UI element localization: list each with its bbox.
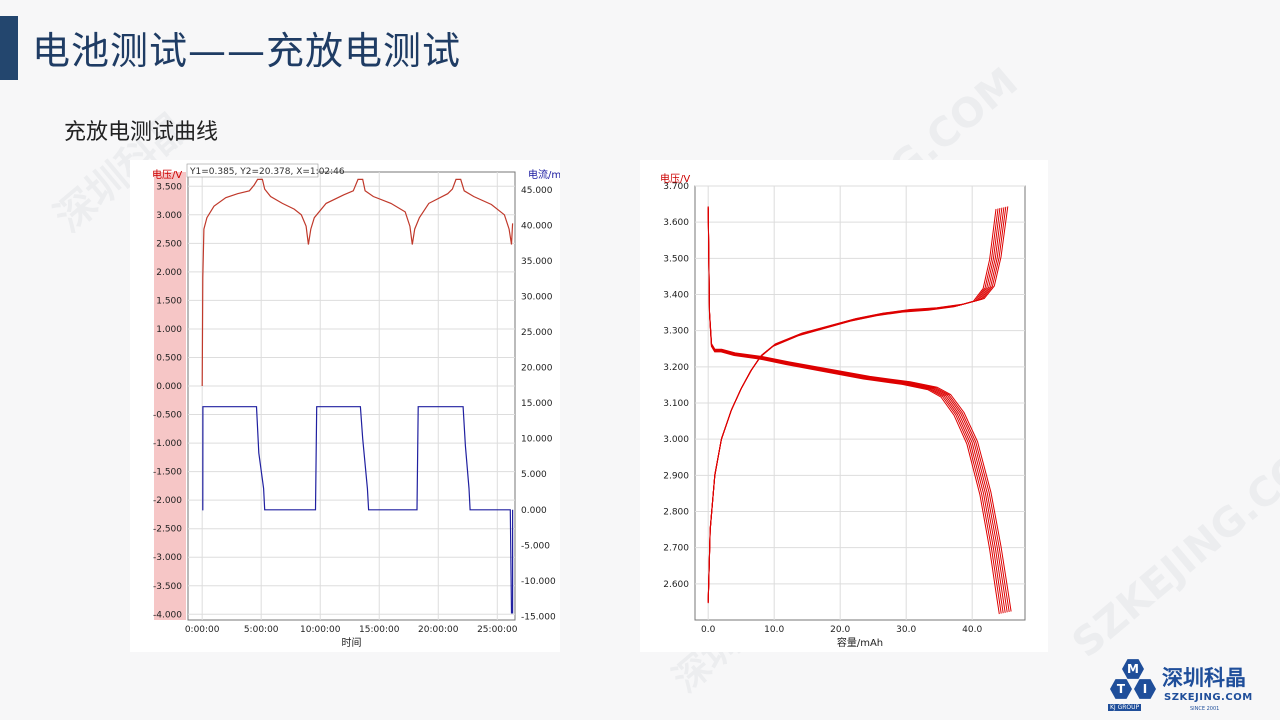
y-tick-label: 3.500 <box>663 254 689 264</box>
y-left-tick-label: 3.500 <box>156 182 182 192</box>
y-right-tick-label: 0.000 <box>521 506 547 516</box>
y-left-tick-label: 0.000 <box>156 382 182 392</box>
y-right-tick-label: -5.000 <box>521 541 550 551</box>
y-tick-label: 3.300 <box>663 327 689 337</box>
y-left-tick-label: 2.500 <box>156 239 182 249</box>
discharge-curve <box>707 206 1012 612</box>
logo-hex-i: I <box>1134 679 1156 699</box>
y-tick-label: 3.200 <box>663 363 689 373</box>
x-tick-label: 10.0 <box>764 625 784 635</box>
y-left-tick-label: -2.000 <box>153 496 182 506</box>
x-tick-label: 30.0 <box>896 625 916 635</box>
logo-since: SINCE 2001 <box>1190 706 1220 712</box>
x-tick-label: 10:00:00 <box>300 625 341 635</box>
y-left-tick-label: 2.000 <box>156 268 182 278</box>
y-tick-label: 3.600 <box>663 218 689 228</box>
y-right-tick-label: 40.000 <box>521 221 553 231</box>
y-tick-label: 3.400 <box>663 291 689 301</box>
x-tick-label: 15:00:00 <box>359 625 400 635</box>
y-left-axis-label: 电压/V <box>152 168 182 181</box>
y-left-tick-label: 3.000 <box>156 211 182 221</box>
y-tick-label: 2.900 <box>663 471 689 481</box>
y-left-tick-label: -2.500 <box>153 525 182 535</box>
y-left-tick-label: -0.500 <box>153 411 182 421</box>
y-left-tick-label: 0.500 <box>156 353 182 363</box>
cursor-readout-box <box>186 163 319 178</box>
y-tick-label: 2.600 <box>663 580 689 590</box>
title-accent-bar <box>0 16 18 80</box>
cursor-readout: Y1=0.385, Y2=20.378, X=1:02:46 <box>189 167 345 177</box>
y-axis-label: 电压/V <box>660 172 690 185</box>
y-left-tick-label: 1.500 <box>156 296 182 306</box>
y-left-tick-label: -1.000 <box>153 439 182 449</box>
y-right-tick-label: 20.000 <box>521 364 553 374</box>
y-tick-label: 3.000 <box>663 435 689 445</box>
y-right-axis-label: 电流/mA <box>528 168 560 181</box>
logo-cn-name: 深圳科晶 <box>1162 666 1246 690</box>
y-right-tick-label: 25.000 <box>521 328 553 338</box>
x-tick-label: 40.0 <box>962 625 982 635</box>
logo-hex-t: T <box>1110 679 1132 699</box>
slide-title: 电池测试——充放电测试 <box>32 29 462 73</box>
y-right-tick-label: -10.000 <box>521 577 556 587</box>
voltage-capacity-chart: 3.700 3.600 3.500 3.400 3.300 3.200 3.100 3.000… <box>640 160 1048 652</box>
slide-subtitle: 充放电测试曲线 <box>64 120 219 145</box>
logo-group-label: KJ GROUP <box>1108 704 1142 711</box>
plot-area <box>187 171 516 621</box>
x-tick-label: 5:00:00 <box>244 625 279 635</box>
y-right-tick-label: 35.000 <box>521 257 553 267</box>
left-axis-band <box>154 172 186 620</box>
voltage-curve <box>201 178 514 387</box>
charge-discharge-time-chart: 3.500 3.000 2.500 2.000 1.500 1.000 0.500 0.000… <box>130 160 568 652</box>
x-tick-label: 0.0 <box>701 625 716 635</box>
y-tick-label: 2.800 <box>663 508 689 518</box>
company-logo: M T I KJ GROUP 深圳科晶 SZKEJING.COM SINCE 2… <box>1108 656 1268 716</box>
y-left-tick-label: -4.000 <box>153 610 182 620</box>
charge-curve <box>707 206 1009 601</box>
x-tick-label: 0:00:00 <box>185 625 220 635</box>
capacity-chart-svg: 3.700 3.600 3.500 3.400 3.300 3.200 3.100 3.000… <box>660 172 1026 649</box>
x-tick-label: 20:00:00 <box>418 625 459 635</box>
y-right-tick-label: 5.000 <box>521 470 547 480</box>
y-left-tick-label: -1.500 <box>153 468 182 478</box>
x-tick-label: 25:00:00 <box>477 625 518 635</box>
x-axis-label: 容量/mAh <box>837 636 883 649</box>
current-curve <box>202 406 514 614</box>
x-tick-label: 20.0 <box>830 625 850 635</box>
y-tick-label: 2.700 <box>663 544 689 554</box>
y-tick-label: 3.700 <box>663 182 689 192</box>
watermark: SZKEJING.COM <box>1063 419 1280 667</box>
y-left-tick-label: -3.500 <box>153 582 182 592</box>
x-axis-label: 时间 <box>342 636 362 649</box>
y-tick-label: 3.100 <box>663 399 689 409</box>
y-left-tick-label: -3.000 <box>153 553 182 563</box>
time-chart-svg: 3.500 3.000 2.500 2.000 1.500 1.000 0.500 0.000… <box>152 163 568 649</box>
y-right-tick-label: 15.000 <box>521 399 553 409</box>
y-right-tick-label: 45.000 <box>521 186 553 196</box>
y-right-tick-label: -15.000 <box>521 612 556 622</box>
logo-en-name: SZKEJING.COM <box>1164 692 1253 703</box>
y-left-tick-label: 1.000 <box>156 325 182 335</box>
y-right-tick-label: 10.000 <box>521 435 553 445</box>
y-right-tick-label: 30.000 <box>521 292 553 302</box>
logo-hex-m: M <box>1122 659 1144 679</box>
